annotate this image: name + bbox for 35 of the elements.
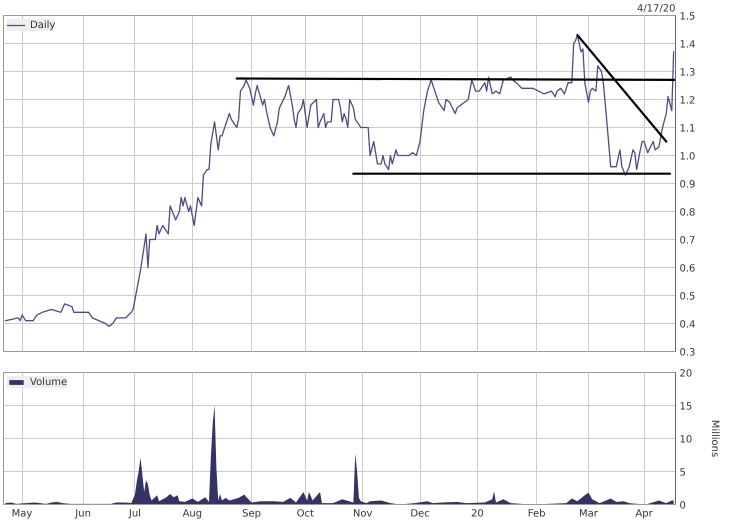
x-tick-label: Apr (635, 508, 654, 520)
legend-label: Daily (30, 19, 56, 31)
y-tick-label: 1.5 (680, 12, 696, 22)
x-tick-label: Oct (296, 508, 314, 520)
x-tick-label: Sep (242, 508, 261, 520)
y-tick-label: 0.5 (680, 292, 696, 302)
y-tick-label: 15 (680, 402, 692, 412)
x-tick-label: May (12, 508, 32, 520)
y-tick-label: 0.7 (680, 236, 696, 246)
x-tick-label: Nov (352, 508, 372, 520)
y-tick-label: 0.9 (680, 180, 696, 190)
y-tick-label: 0.8 (680, 208, 696, 218)
x-tick-label: Jun (74, 508, 91, 520)
x-tick-label: Dec (410, 508, 430, 520)
y-tick-label: 20 (680, 368, 692, 380)
y-tick-label: 0.6 (680, 264, 696, 274)
x-tick-label: Mar (579, 508, 599, 520)
y-axis-title: Millions (709, 420, 720, 458)
x-tick-label: 20 (471, 508, 484, 520)
y-tick-label: 1.3 (680, 68, 696, 78)
y-tick-label: 1.2 (680, 96, 696, 106)
x-tick-label: Jul (128, 508, 141, 520)
y-tick-label: 0 (680, 500, 686, 512)
y-tick-label: 5 (680, 468, 686, 478)
text: 4/17/20 (636, 4, 676, 14)
legend-label: Volume (30, 376, 68, 388)
x-tick-label: Feb (528, 508, 546, 520)
line-series (4, 34, 674, 327)
y-tick-label: 1.4 (680, 40, 696, 50)
y-tick-label: 10 (680, 434, 692, 446)
y-tick-label: 1.1 (680, 124, 696, 134)
y-tick-label: 0.4 (680, 320, 696, 330)
x-tick-label: Aug (182, 508, 202, 520)
y-tick-label: 0.3 (680, 348, 696, 358)
y-tick-label: 1.0 (680, 152, 696, 162)
